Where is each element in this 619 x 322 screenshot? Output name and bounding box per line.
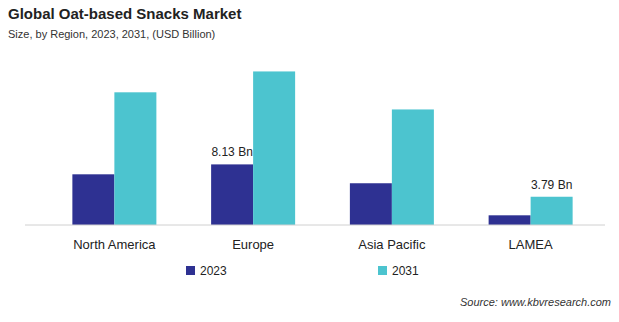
- data-labels: 8.13 Bn 3.79 Bn: [211, 145, 572, 191]
- bar: [531, 197, 573, 225]
- subtitle: Size, by Region, 2023, 2031, (USD Billio…: [8, 28, 215, 40]
- x-tick-label: LAMEA: [509, 237, 553, 252]
- legend-swatch: [186, 266, 195, 275]
- legend-swatch: [378, 266, 387, 275]
- title: Global Oat-based Snacks Market: [8, 5, 241, 22]
- bars: [72, 71, 572, 225]
- bar: [392, 109, 434, 225]
- legend-label: 2023: [200, 264, 227, 278]
- bar: [350, 183, 392, 225]
- data-label: 3.79 Bn: [531, 178, 572, 192]
- chart-svg: Global Oat-based Snacks Market Size, by R…: [0, 0, 619, 322]
- x-axis-line: [25, 225, 605, 226]
- x-tick-label: North America: [73, 237, 156, 252]
- bar: [211, 164, 253, 225]
- bar: [72, 174, 114, 225]
- x-tick-label: Asia Pacific: [358, 237, 426, 252]
- chart-container: Global Oat-based Snacks Market Size, by R…: [0, 0, 619, 322]
- bar: [114, 92, 156, 225]
- data-label: 8.13 Bn: [211, 145, 252, 159]
- legend-label: 2031: [392, 264, 419, 278]
- bar: [253, 71, 295, 225]
- bar: [489, 215, 531, 225]
- legend: 2023 2031: [186, 264, 419, 278]
- x-tick-label: Europe: [232, 237, 274, 252]
- source: Source: www.kbvresearch.com: [460, 296, 611, 308]
